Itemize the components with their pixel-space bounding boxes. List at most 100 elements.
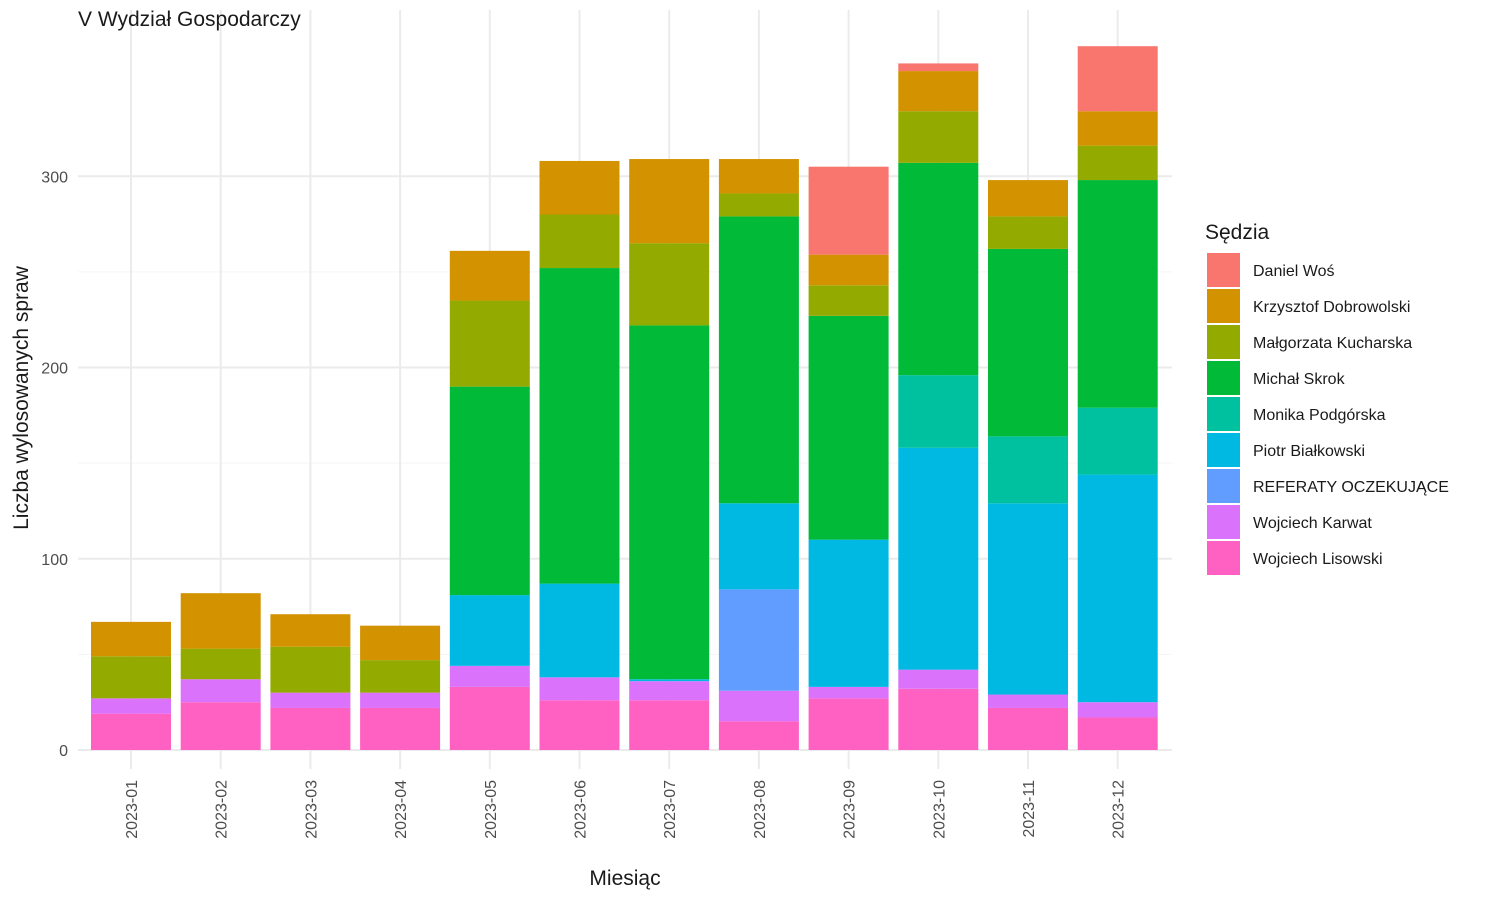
y-tick-label: 200 — [41, 361, 68, 378]
legend-key — [1207, 361, 1240, 395]
bar-segment — [1077, 145, 1158, 181]
x-tick-label: 2023-10 — [931, 780, 948, 839]
bar-segment — [718, 503, 799, 590]
bar-segment — [539, 268, 620, 584]
bar-segment — [91, 698, 171, 714]
x-tick-label: 2023-08 — [752, 780, 769, 839]
bar-segment — [988, 694, 1068, 708]
x-tick-label: 2023-04 — [393, 780, 410, 839]
bar-segment — [539, 677, 620, 701]
legend: Sędzia Daniel Woś Krzysztof Dobrowolski Ma… — [1205, 221, 1449, 575]
bar-segment — [988, 180, 1068, 217]
bar-segment — [988, 216, 1068, 249]
bar-segment — [1077, 702, 1158, 718]
x-axis-title: Miesiąc — [589, 867, 660, 890]
bar-segment — [449, 665, 530, 687]
bar-segment — [718, 589, 799, 691]
bar-segment — [718, 690, 799, 722]
legend-label: Małgorzata Kucharska — [1253, 335, 1412, 352]
bar-segment — [629, 700, 710, 750]
legend-key — [1207, 289, 1240, 323]
bar-segment — [718, 159, 799, 194]
bar-segment — [898, 669, 979, 689]
bar-segment — [539, 583, 620, 678]
bar-segment — [91, 621, 171, 657]
bar-segment — [270, 646, 351, 693]
bar-segment — [718, 216, 799, 504]
legend-key — [1207, 253, 1240, 287]
bar-segment — [449, 595, 530, 666]
x-tick-label: 2023-09 — [842, 780, 859, 839]
bar-segment — [898, 162, 979, 376]
x-tick-label: 2023-01 — [124, 780, 141, 839]
bar-segment — [180, 648, 261, 680]
x-tick-label: 2023-05 — [483, 780, 500, 839]
y-tick-label: 300 — [41, 169, 68, 186]
bar-segment — [898, 111, 979, 163]
bar-segment — [629, 325, 710, 680]
bar-segment — [539, 700, 620, 750]
x-tick-label: 2023-11 — [1021, 780, 1038, 838]
bar-segment — [91, 656, 171, 699]
bar-segment — [898, 375, 979, 448]
bar-segment — [988, 503, 1068, 695]
bar-segment — [988, 436, 1068, 504]
legend-label: Daniel Woś — [1253, 263, 1335, 280]
bar-segment — [360, 660, 441, 693]
y-axis-ticks: 0 100 200 300 — [41, 169, 68, 760]
bar-segment — [629, 243, 710, 326]
legend-key — [1207, 541, 1240, 575]
x-tick-label: 2023-02 — [214, 780, 231, 839]
bar-segment — [449, 300, 530, 387]
bar-segment — [718, 193, 799, 217]
bar-segment — [180, 593, 261, 649]
bar-segment — [808, 698, 889, 750]
x-tick-label: 2023-07 — [662, 780, 679, 839]
bar-segment — [1077, 111, 1158, 146]
bar-segment — [270, 707, 351, 750]
x-tick-label: 2023-03 — [303, 780, 320, 839]
bar-segment — [898, 688, 979, 750]
bar-segment — [898, 447, 979, 670]
bar-segment — [898, 63, 979, 72]
bar-segment — [539, 214, 620, 269]
bar-segment — [1077, 474, 1158, 703]
bar-segment — [808, 315, 889, 540]
bar-segment — [718, 721, 799, 750]
bar-segment — [1077, 717, 1158, 750]
bar-segment — [360, 707, 441, 750]
legend-label: Krzysztof Dobrowolski — [1253, 299, 1410, 316]
bar-segment — [270, 692, 351, 708]
bar-segment — [629, 159, 710, 244]
legend-key — [1207, 433, 1240, 467]
legend-key — [1207, 397, 1240, 431]
bar-segment — [270, 614, 351, 647]
bar-segment — [808, 285, 889, 316]
legend-label: Wojciech Karwat — [1253, 515, 1372, 532]
x-tick-label: 2023-12 — [1111, 780, 1128, 839]
bar-segment — [449, 686, 530, 750]
bar-segment — [988, 707, 1068, 750]
legend-label: Monika Podgórska — [1253, 407, 1386, 424]
legend-key — [1207, 505, 1240, 539]
x-tick-label: 2023-06 — [573, 780, 590, 839]
bar-segment — [360, 625, 441, 661]
bar-segment — [898, 71, 979, 112]
bar-segment — [1077, 46, 1158, 112]
bar-segment — [1077, 407, 1158, 475]
bar-segment — [360, 692, 441, 708]
bar-segment — [629, 679, 710, 682]
legend-label: Wojciech Lisowski — [1253, 551, 1383, 568]
legend-label: Michał Skrok — [1253, 371, 1346, 388]
bar-segment — [449, 250, 530, 301]
bar-segment — [629, 681, 710, 701]
legend-title: Sędzia — [1205, 221, 1270, 244]
bar-segment — [449, 386, 530, 596]
bar-segment — [91, 713, 171, 750]
bar-segment — [808, 254, 889, 286]
y-tick-label: 0 — [59, 743, 68, 760]
x-axis-ticks: 2023-01 2023-02 2023-03 2023-04 2023-05 2023-… — [124, 780, 1128, 839]
bar-segment — [180, 679, 261, 703]
